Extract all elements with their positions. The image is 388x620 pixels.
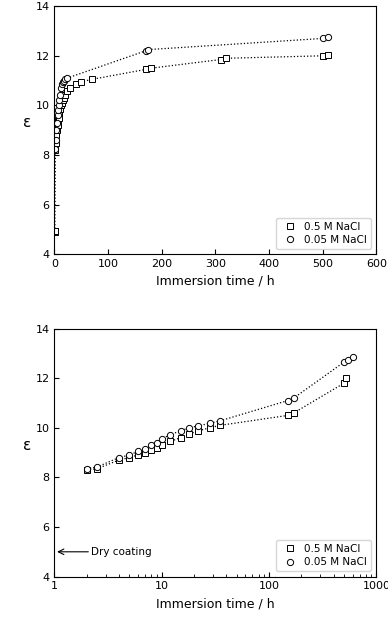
- 0.5 M NaCl: [57, 105, 62, 113]
- 0.5 M NaCl: [52, 228, 57, 236]
- Y-axis label: ε: ε: [23, 438, 31, 453]
- 0.5 M NaCl: [178, 434, 183, 441]
- Line: 0.5 M NaCl: 0.5 M NaCl: [52, 51, 331, 235]
- 0.05 M NaCl: [196, 422, 201, 430]
- 0.05 M NaCl: [56, 102, 61, 109]
- 0.05 M NaCl: [54, 136, 58, 144]
- 0.05 M NaCl: [55, 119, 59, 126]
- 0.5 M NaCl: [68, 84, 73, 92]
- 0.05 M NaCl: [168, 431, 173, 438]
- 0.5 M NaCl: [84, 466, 89, 474]
- 0.05 M NaCl: [63, 76, 68, 83]
- 0.05 M NaCl: [218, 417, 222, 425]
- 0.5 M NaCl: [320, 52, 325, 60]
- 0.05 M NaCl: [291, 394, 296, 402]
- 0.05 M NaCl: [57, 97, 61, 104]
- 0.5 M NaCl: [61, 97, 65, 104]
- 0.05 M NaCl: [159, 435, 164, 443]
- 0.5 M NaCl: [343, 374, 348, 382]
- 0.05 M NaCl: [342, 358, 346, 366]
- 0.5 M NaCl: [65, 87, 69, 94]
- 0.5 M NaCl: [187, 430, 191, 438]
- 0.5 M NaCl: [52, 227, 57, 234]
- 0.5 M NaCl: [79, 78, 83, 86]
- 0.5 M NaCl: [63, 92, 68, 99]
- 0.5 M NaCl: [168, 438, 173, 445]
- 0.5 M NaCl: [53, 146, 58, 154]
- 0.05 M NaCl: [326, 33, 331, 41]
- Legend: 0.5 M NaCl, 0.05 M NaCl: 0.5 M NaCl, 0.05 M NaCl: [276, 540, 371, 572]
- Line: 0.05 M NaCl: 0.05 M NaCl: [83, 354, 356, 472]
- 0.05 M NaCl: [346, 356, 351, 363]
- 0.5 M NaCl: [326, 51, 331, 58]
- 0.05 M NaCl: [62, 77, 66, 84]
- X-axis label: Immersion time / h: Immersion time / h: [156, 597, 275, 610]
- 0.5 M NaCl: [54, 131, 59, 139]
- 0.05 M NaCl: [56, 107, 61, 114]
- 0.5 M NaCl: [159, 441, 164, 449]
- 0.5 M NaCl: [57, 109, 61, 117]
- 0.05 M NaCl: [127, 451, 132, 459]
- Y-axis label: ε: ε: [23, 115, 31, 130]
- 0.5 M NaCl: [291, 409, 296, 417]
- 0.05 M NaCl: [54, 126, 59, 134]
- 0.05 M NaCl: [53, 145, 58, 153]
- 0.5 M NaCl: [73, 81, 78, 88]
- X-axis label: Immersion time / h: Immersion time / h: [156, 275, 275, 288]
- 0.5 M NaCl: [95, 465, 99, 472]
- 0.5 M NaCl: [56, 117, 61, 124]
- 0.05 M NaCl: [57, 92, 62, 99]
- 0.5 M NaCl: [207, 424, 212, 432]
- 0.5 M NaCl: [154, 444, 159, 451]
- 0.05 M NaCl: [61, 78, 65, 86]
- 0.05 M NaCl: [143, 47, 148, 55]
- 0.05 M NaCl: [178, 427, 183, 435]
- 0.05 M NaCl: [65, 74, 69, 82]
- 0.05 M NaCl: [135, 448, 140, 455]
- 0.5 M NaCl: [224, 55, 229, 62]
- 0.5 M NaCl: [56, 114, 61, 122]
- 0.5 M NaCl: [55, 122, 60, 129]
- Text: Dry coating: Dry coating: [91, 547, 152, 557]
- Line: 0.05 M NaCl: 0.05 M NaCl: [52, 34, 331, 152]
- 0.05 M NaCl: [95, 463, 99, 471]
- 0.05 M NaCl: [55, 112, 60, 119]
- 0.5 M NaCl: [135, 451, 140, 459]
- 0.05 M NaCl: [350, 353, 355, 361]
- 0.05 M NaCl: [84, 465, 89, 472]
- 0.05 M NaCl: [143, 445, 147, 453]
- 0.5 M NaCl: [196, 427, 201, 435]
- Line: 0.5 M NaCl: 0.5 M NaCl: [83, 375, 349, 473]
- 0.05 M NaCl: [207, 420, 212, 427]
- Legend: 0.5 M NaCl, 0.05 M NaCl: 0.5 M NaCl, 0.05 M NaCl: [276, 218, 371, 249]
- 0.5 M NaCl: [117, 456, 121, 464]
- 0.5 M NaCl: [55, 126, 59, 134]
- 0.05 M NaCl: [59, 84, 63, 92]
- 0.05 M NaCl: [149, 441, 154, 449]
- 0.5 M NaCl: [59, 102, 63, 109]
- 0.05 M NaCl: [154, 439, 159, 446]
- 0.05 M NaCl: [187, 424, 191, 432]
- 0.5 M NaCl: [342, 379, 346, 387]
- 0.5 M NaCl: [218, 56, 223, 63]
- 0.5 M NaCl: [149, 64, 153, 72]
- 0.5 M NaCl: [90, 76, 94, 83]
- 0.5 M NaCl: [59, 99, 64, 107]
- 0.5 M NaCl: [149, 446, 154, 454]
- 0.05 M NaCl: [59, 81, 64, 88]
- 0.5 M NaCl: [143, 66, 148, 73]
- 0.5 M NaCl: [54, 139, 58, 146]
- 0.5 M NaCl: [52, 228, 57, 235]
- 0.05 M NaCl: [117, 454, 121, 461]
- 0.5 M NaCl: [286, 412, 290, 419]
- 0.5 M NaCl: [62, 94, 66, 102]
- 0.05 M NaCl: [286, 397, 290, 404]
- 0.5 M NaCl: [143, 449, 147, 456]
- 0.05 M NaCl: [320, 35, 325, 42]
- 0.5 M NaCl: [218, 422, 222, 429]
- 0.05 M NaCl: [146, 46, 151, 53]
- 0.5 M NaCl: [127, 454, 132, 461]
